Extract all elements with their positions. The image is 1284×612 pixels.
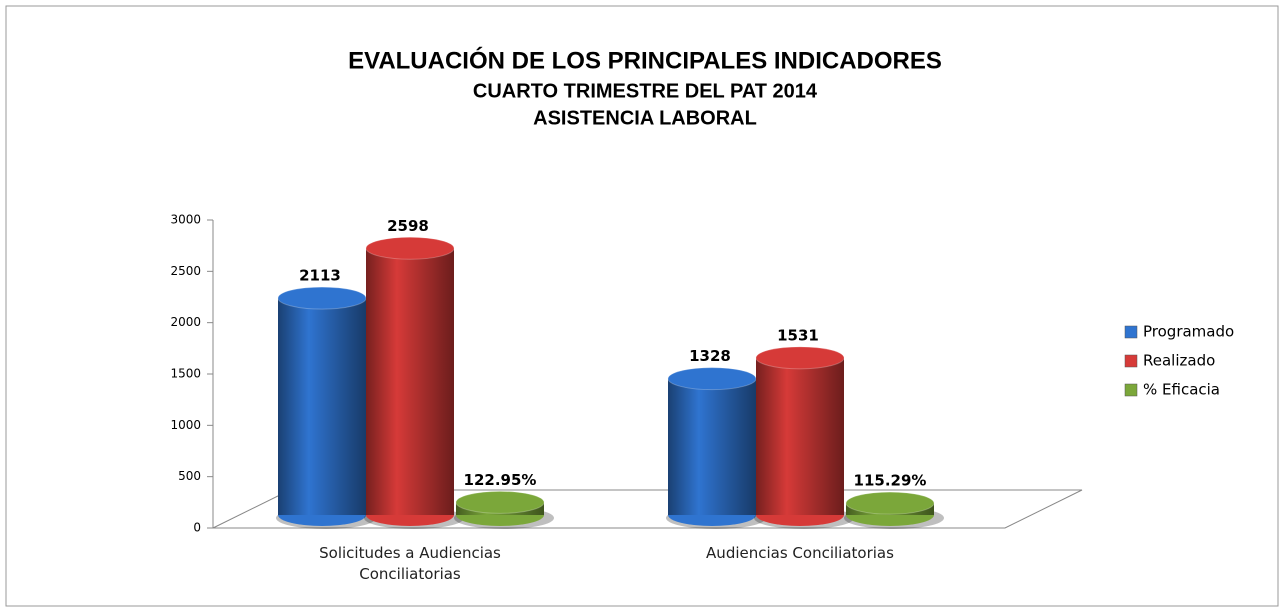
legend-swatch [1124, 383, 1138, 397]
bar-top [365, 236, 455, 260]
legend-label: % Eficacia [1143, 381, 1220, 399]
legend-swatch [1124, 354, 1138, 368]
legend-label: Realizado [1143, 352, 1215, 370]
data-label: 2598 [387, 217, 429, 235]
data-label: 1531 [777, 326, 819, 344]
data-label: 122.95% [464, 471, 537, 489]
y-tick-label: 500 [178, 469, 201, 483]
y-tick-label: 2000 [170, 315, 201, 329]
y-tick-label: 3000 [170, 213, 201, 227]
data-label: 2113 [299, 267, 341, 285]
y-tick-label: 2500 [170, 264, 201, 278]
y-tick-label: 0 [193, 521, 201, 535]
chart-frame [5, 5, 1279, 607]
bar-top [277, 286, 367, 310]
x-tick-label: Solicitudes a Audiencias Conciliatorias [319, 544, 501, 583]
bar-top [755, 346, 845, 370]
x-tick-label: Audiencias Conciliatorias [706, 544, 894, 562]
legend-swatch [1124, 325, 1138, 339]
bar-top [845, 491, 935, 515]
chart-subtitle: ASISTENCIA LABORAL [533, 107, 757, 129]
bar-top [455, 490, 545, 514]
bar-shade [756, 357, 844, 515]
data-label: 115.29% [854, 472, 927, 490]
chart-subtitle: CUARTO TRIMESTRE DEL PAT 2014 [473, 80, 818, 102]
bar-top [667, 367, 757, 391]
bar-shade [278, 298, 366, 515]
y-tick-label: 1000 [170, 418, 201, 432]
bar-shade [668, 378, 756, 515]
bar-shade [366, 248, 454, 515]
floor [212, 489, 1083, 529]
data-label: 1328 [689, 347, 731, 365]
legend-label: Programado [1143, 323, 1234, 341]
chart-title: EVALUACIÓN DE LOS PRINCIPALES INDICADORE… [348, 46, 942, 74]
y-tick-label: 1500 [170, 367, 201, 381]
